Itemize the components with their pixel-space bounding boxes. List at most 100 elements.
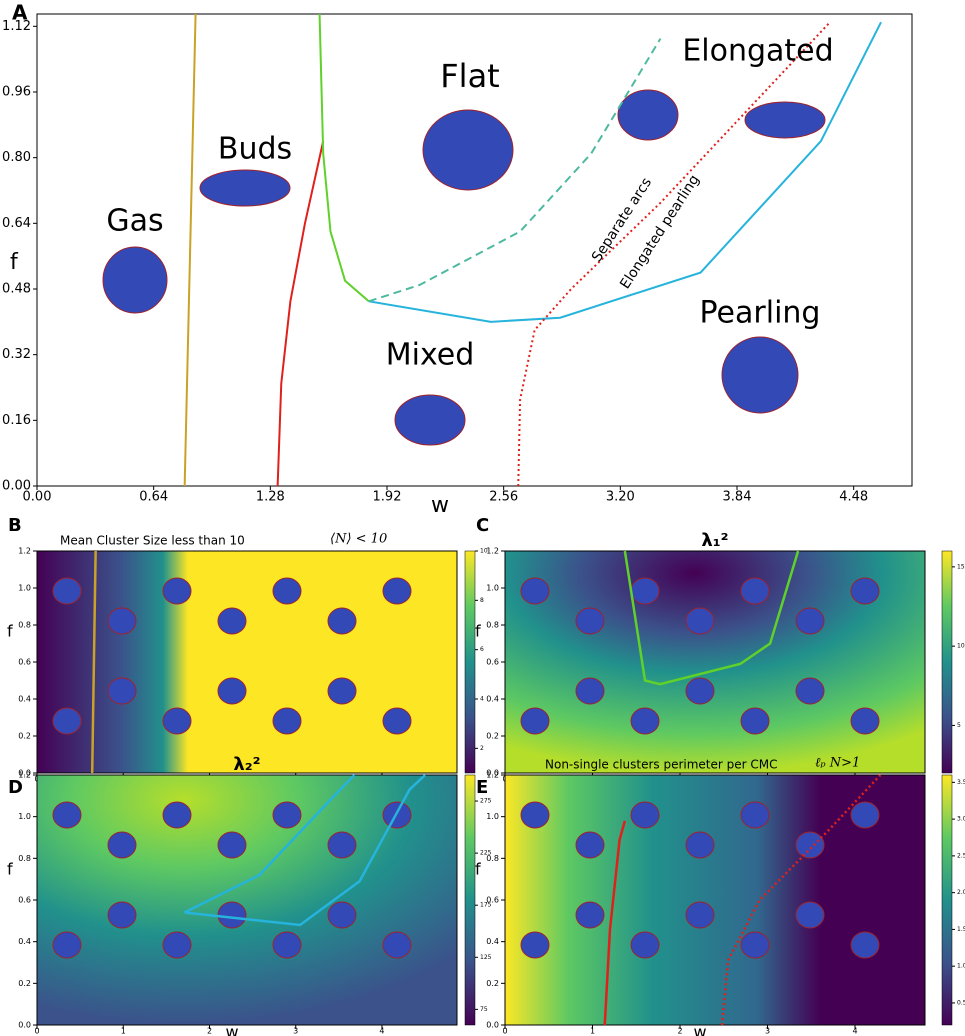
vesicle [382,707,412,735]
colorbar-tick-label: 2.0 [957,889,965,896]
x-tick-label: 3 [765,1027,770,1036]
panel-label: B [8,515,22,536]
vesicle [520,931,550,959]
x-tick-label: 4 [852,1027,857,1036]
x-axis-label: w [225,1023,238,1036]
boundary-line [318,13,370,303]
vesicle [217,901,247,929]
vesicle [394,394,466,446]
vesicle [685,607,715,635]
colorbar-tick-label: 8 [480,597,484,604]
vesicle [199,169,291,207]
vesicle [272,577,302,605]
panel-title: λ₂² [233,754,260,775]
colorbar-tick-label: 125 [480,954,492,961]
vesicle [795,901,825,929]
y-tick-label: 0.8 [486,854,499,863]
x-tick-label: 2.56 [489,490,518,505]
y-tick-label: 1.0 [486,812,499,821]
vesicle [685,831,715,859]
vesicle [685,677,715,705]
vesicle [520,577,550,605]
x-tick-label: 1.92 [373,490,402,505]
y-tick-label: 0.00 [2,479,31,494]
y-tick-label: 0.2 [486,732,499,741]
vesicle [162,931,192,959]
y-tick-label: 1.2 [18,771,31,780]
vesicle [795,607,825,635]
panel-subtitle: ℓₚ N>1 [815,756,860,771]
vesicle [327,677,357,705]
vesicle [795,677,825,705]
vesicle [850,707,880,735]
colorbar-tick-label: 10 [957,643,965,650]
panel-title: Mean Cluster Size less than 10 [60,534,245,548]
colorbar-tick-label: 275 [480,798,492,805]
y-tick-label: 0.4 [18,937,31,946]
y-tick-label: 0.32 [2,347,31,362]
vesicle [217,677,247,705]
vesicle [327,831,357,859]
colorbar-tick-label: 75 [480,1006,488,1013]
y-tick-label: 0.2 [486,979,499,988]
panel-label: C [476,515,489,536]
y-tick-label: 1.0 [486,584,499,593]
vesicle [685,901,715,929]
colorbar-tick-label: 1.5 [957,926,965,933]
y-tick-label: 0.16 [2,413,31,428]
colorbar-tick-label: 6 [480,646,484,653]
vesicle [744,101,826,139]
panel-title: Non-single clusters perimeter per CMC [545,758,778,772]
vesicle [272,801,302,829]
y-tick-label: 0.8 [18,854,31,863]
region-label: Pearling [700,296,821,331]
vesicle [850,931,880,959]
vesicle [272,931,302,959]
vesicle [52,707,82,735]
y-tick-label: 0.8 [486,621,499,630]
vesicle [630,801,660,829]
y-tick-label: 1.2 [486,771,499,780]
x-tick-label: 0 [34,1027,39,1036]
colorbar [464,550,476,774]
vesicle [630,707,660,735]
panel-label: E [476,777,488,798]
boundary-line [184,774,426,927]
y-tick-label: 0.4 [486,695,499,704]
x-tick-label: 1.28 [256,490,285,505]
y-axis-label: f [475,860,481,879]
colorbar-tick-label: 15 [957,563,965,570]
vesicle [382,577,412,605]
vesicle [740,801,770,829]
y-axis-label: f [7,860,13,879]
vesicle [272,707,302,735]
y-tick-label: 0.6 [486,896,499,905]
colorbar-tick-label: 10 [480,548,488,555]
boundary-line [517,21,831,487]
colorbar-tick-label: 225 [480,850,492,857]
y-tick-label: 0.2 [18,732,31,741]
boundary-line [276,141,325,487]
x-tick-label: 0 [502,1027,507,1036]
panel-title: λ₁² [701,530,728,551]
y-tick-label: 0.48 [2,281,31,296]
colorbar-tick-label: 175 [480,902,492,909]
region-label: Elongated [682,34,833,69]
vesicle [721,336,799,414]
colorbar-tick-label: 2.5 [957,852,965,859]
y-tick-label: 0.0 [486,769,499,778]
vesicle [382,931,412,959]
y-tick-label: 1.12 [2,19,31,34]
region-label: Buds [218,132,292,167]
y-tick-label: 1.2 [486,547,499,556]
colorbar-tick-label: 4 [480,696,484,703]
x-tick-label: 2 [677,1027,682,1036]
x-tick-label: 3.20 [606,490,635,505]
x-tick-label: 0.00 [23,490,52,505]
colorbar-tick-label: 0.5 [957,999,965,1006]
vesicle [575,831,605,859]
vesicle [520,707,550,735]
vesicle [630,577,660,605]
x-tick-label: 4.48 [839,490,868,505]
y-tick-label: 0.6 [18,658,31,667]
